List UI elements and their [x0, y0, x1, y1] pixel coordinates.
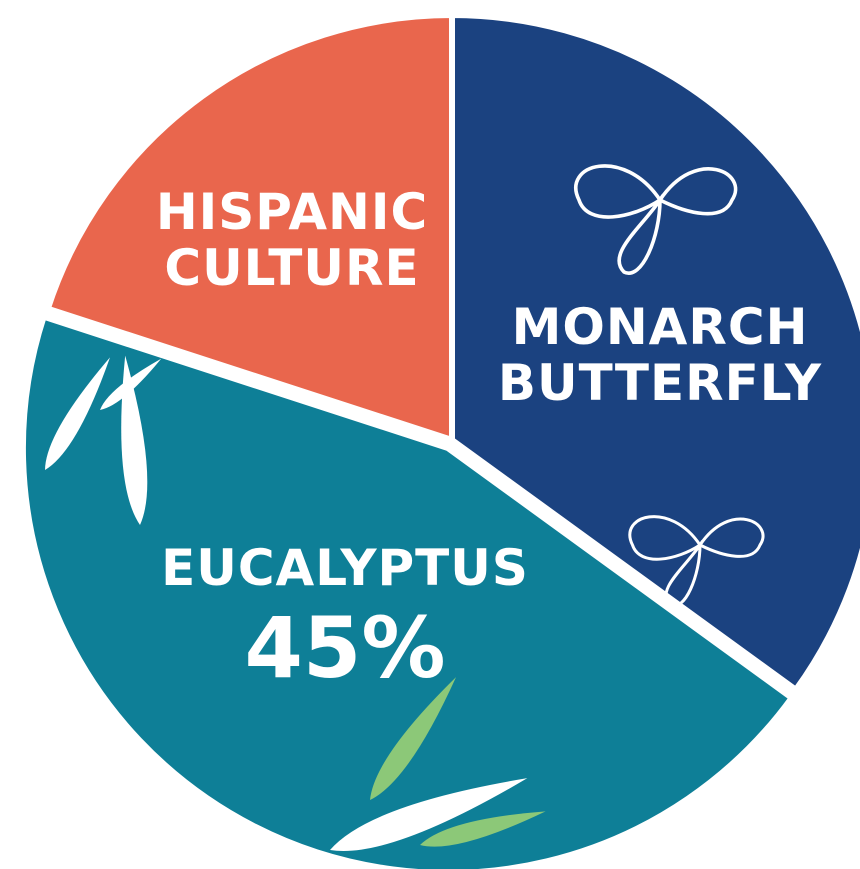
value-label: 45% — [244, 599, 446, 697]
butterfly-wing — [657, 167, 738, 216]
leaf-icon — [330, 778, 528, 851]
slice-label: MONARCH BUTTERFLY — [497, 298, 823, 412]
pie-slice — [19, 313, 795, 869]
butterfly-icon — [628, 515, 765, 608]
butterfly-wing — [617, 194, 662, 275]
butterfly-icon — [574, 164, 738, 275]
leaf-icon — [420, 811, 546, 847]
butterfly-wing — [574, 164, 663, 219]
butterfly-wing — [628, 515, 703, 561]
pie-slice — [44, 12, 455, 443]
leaf-icon — [121, 355, 148, 525]
slice-label: EUCALYPTUS — [161, 539, 529, 597]
slice-label: HISPANIC CULTURE — [155, 183, 429, 297]
pie-slice — [449, 12, 860, 693]
butterfly-wing — [697, 517, 765, 558]
leaf-icon — [100, 358, 162, 410]
leaf-icon — [370, 677, 457, 800]
butterfly-wing — [664, 540, 702, 608]
leaf-icon — [45, 357, 110, 470]
